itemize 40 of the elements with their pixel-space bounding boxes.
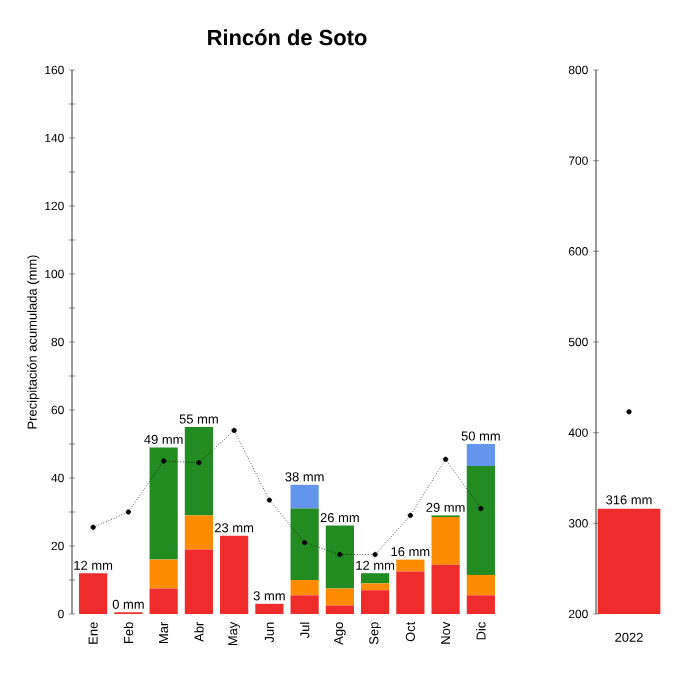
point xyxy=(372,551,378,558)
point xyxy=(196,460,202,466)
bar xyxy=(325,605,354,614)
bar xyxy=(255,603,284,614)
bar xyxy=(149,447,178,560)
bar xyxy=(220,535,249,614)
bar xyxy=(290,595,319,614)
point xyxy=(337,551,343,558)
point xyxy=(443,456,449,462)
bar xyxy=(149,559,178,589)
bar xyxy=(79,573,108,614)
bar xyxy=(466,595,495,614)
bar xyxy=(396,559,425,572)
bar xyxy=(184,549,213,614)
point xyxy=(407,512,413,518)
bar xyxy=(431,564,460,614)
bar xyxy=(466,574,495,596)
bar xyxy=(466,444,495,467)
bar xyxy=(290,580,319,596)
point xyxy=(478,506,484,512)
bar xyxy=(361,583,390,591)
bar xyxy=(184,427,213,516)
bar xyxy=(361,573,390,584)
bar xyxy=(290,508,319,580)
bar xyxy=(466,466,495,575)
bar xyxy=(290,484,319,509)
bar xyxy=(325,525,354,589)
point xyxy=(266,497,272,503)
bar xyxy=(361,590,390,614)
point xyxy=(90,524,96,530)
bar xyxy=(184,515,213,550)
bar xyxy=(149,588,178,614)
bar xyxy=(325,588,354,606)
point xyxy=(231,427,237,433)
point xyxy=(161,458,167,464)
chart-title: Rincón de Soto xyxy=(208,29,367,46)
point xyxy=(302,540,308,546)
bar xyxy=(396,571,425,614)
point xyxy=(125,509,131,515)
bar xyxy=(431,517,460,565)
